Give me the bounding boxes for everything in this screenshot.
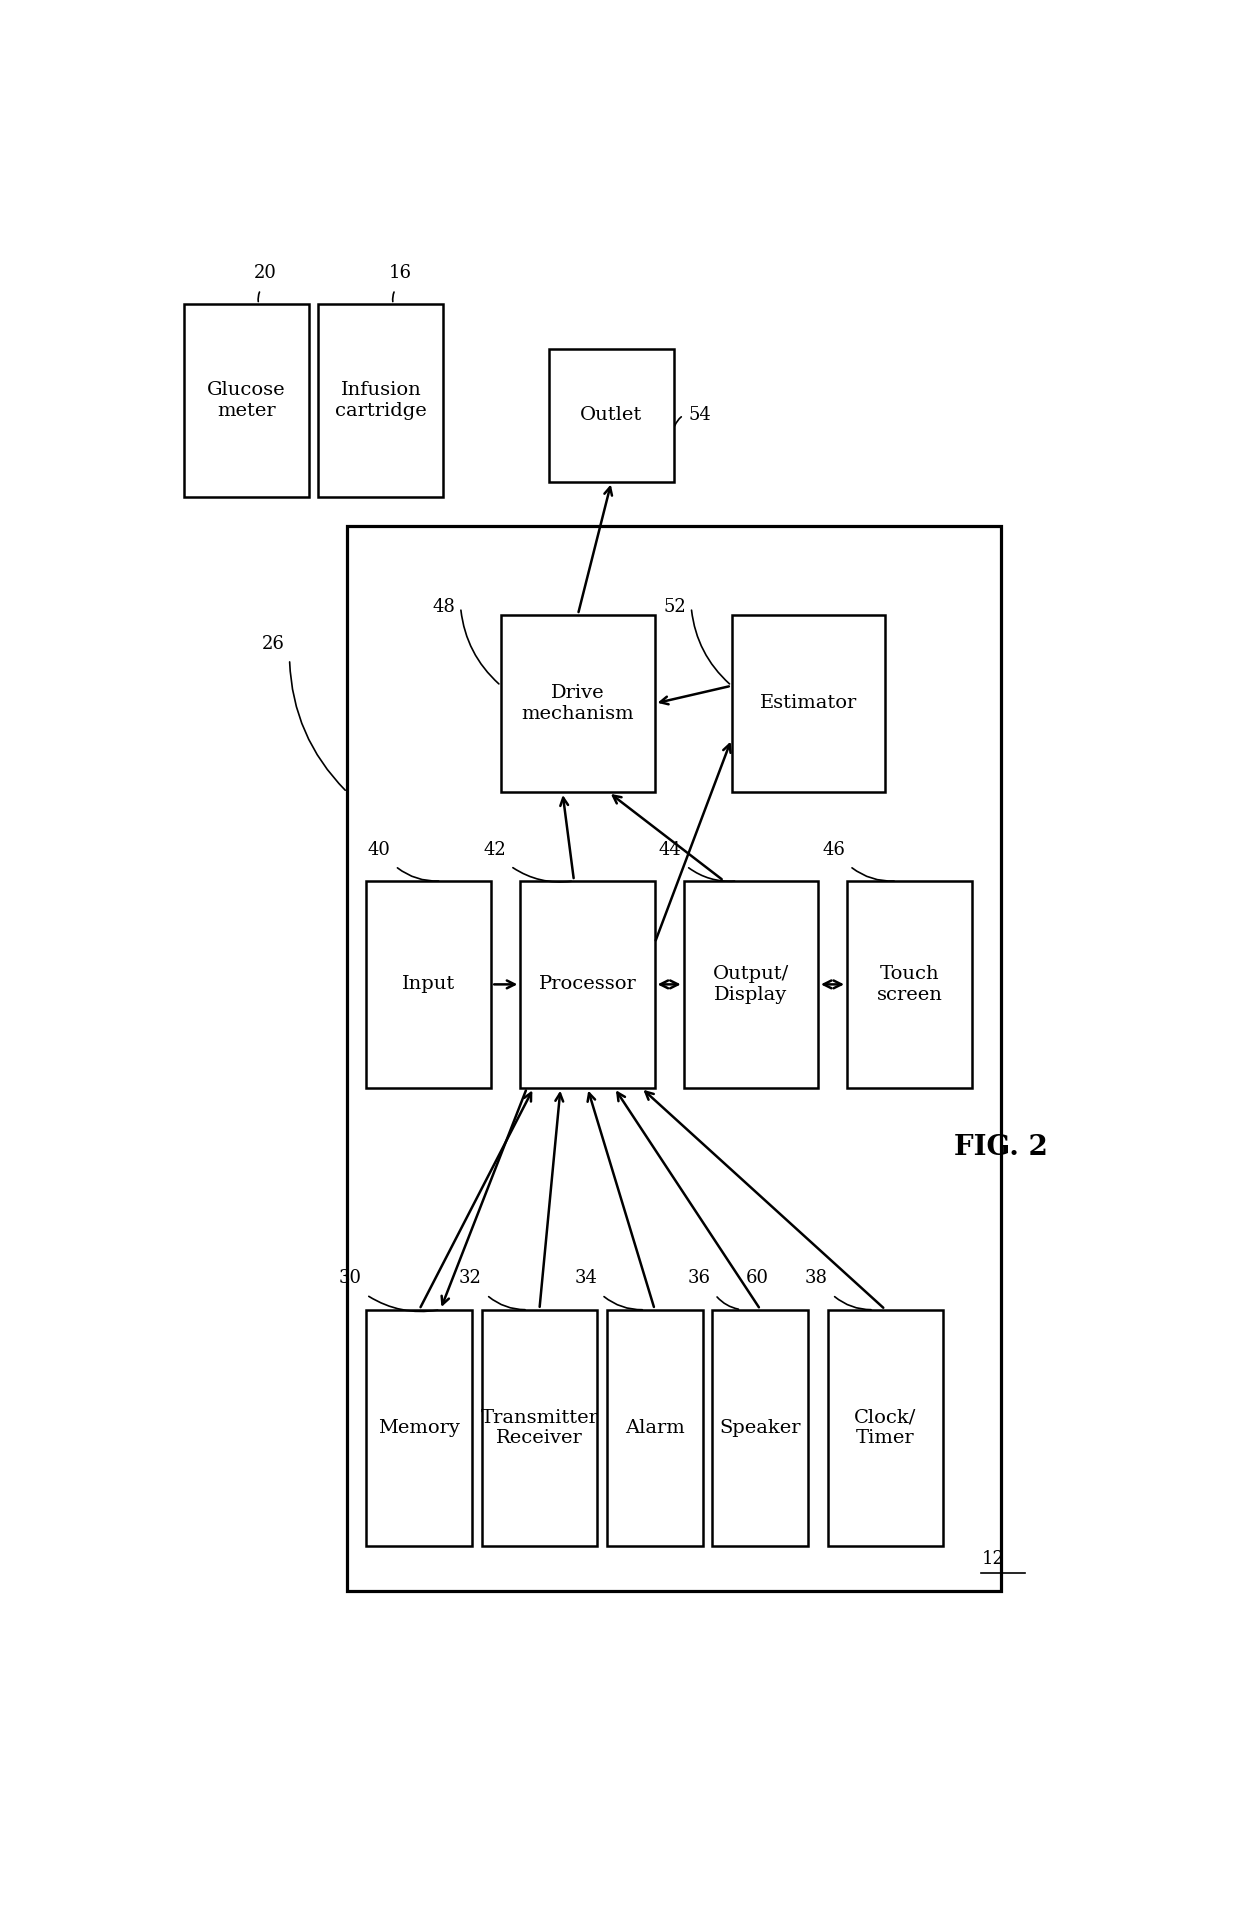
Text: Alarm: Alarm: [625, 1419, 684, 1436]
Text: Touch
screen: Touch screen: [877, 966, 942, 1004]
Text: Memory: Memory: [378, 1419, 460, 1436]
Text: Transmitter
Receiver: Transmitter Receiver: [480, 1409, 599, 1448]
Text: Infusion
cartridge: Infusion cartridge: [335, 380, 427, 420]
Text: Processor: Processor: [538, 975, 636, 993]
Text: 44: 44: [658, 841, 682, 858]
FancyBboxPatch shape: [319, 305, 444, 497]
Text: 26: 26: [262, 636, 285, 653]
FancyBboxPatch shape: [549, 349, 675, 482]
Text: Glucose
meter: Glucose meter: [207, 380, 285, 420]
FancyBboxPatch shape: [367, 881, 491, 1089]
Text: 60: 60: [746, 1269, 769, 1288]
Text: Speaker: Speaker: [719, 1419, 801, 1436]
Text: Clock/
Timer: Clock/ Timer: [854, 1409, 916, 1448]
Text: 34: 34: [574, 1269, 596, 1288]
Text: Output/
Display: Output/ Display: [713, 966, 789, 1004]
Text: 48: 48: [433, 599, 456, 616]
FancyBboxPatch shape: [184, 305, 309, 497]
Text: Drive
mechanism: Drive mechanism: [522, 684, 634, 724]
Text: 38: 38: [805, 1269, 828, 1288]
Text: Outlet: Outlet: [580, 407, 642, 424]
Text: 42: 42: [484, 841, 506, 858]
Text: 40: 40: [367, 841, 391, 858]
FancyBboxPatch shape: [732, 614, 885, 793]
Text: FIG. 2: FIG. 2: [954, 1133, 1048, 1160]
FancyBboxPatch shape: [481, 1309, 596, 1546]
Text: 54: 54: [688, 407, 711, 424]
FancyBboxPatch shape: [847, 881, 972, 1089]
FancyBboxPatch shape: [712, 1309, 808, 1546]
Text: 30: 30: [339, 1269, 362, 1288]
FancyBboxPatch shape: [828, 1309, 942, 1546]
Text: 12: 12: [982, 1549, 1004, 1569]
FancyBboxPatch shape: [501, 614, 655, 793]
Text: Estimator: Estimator: [760, 695, 857, 712]
Text: 16: 16: [388, 265, 412, 282]
Text: 32: 32: [459, 1269, 481, 1288]
Text: 20: 20: [254, 265, 277, 282]
Text: 52: 52: [663, 599, 687, 616]
FancyBboxPatch shape: [521, 881, 655, 1089]
Text: 46: 46: [822, 841, 844, 858]
Text: Input: Input: [402, 975, 455, 993]
FancyBboxPatch shape: [683, 881, 818, 1089]
FancyBboxPatch shape: [606, 1309, 703, 1546]
Text: 36: 36: [687, 1269, 711, 1288]
FancyBboxPatch shape: [347, 526, 1001, 1590]
FancyBboxPatch shape: [367, 1309, 472, 1546]
